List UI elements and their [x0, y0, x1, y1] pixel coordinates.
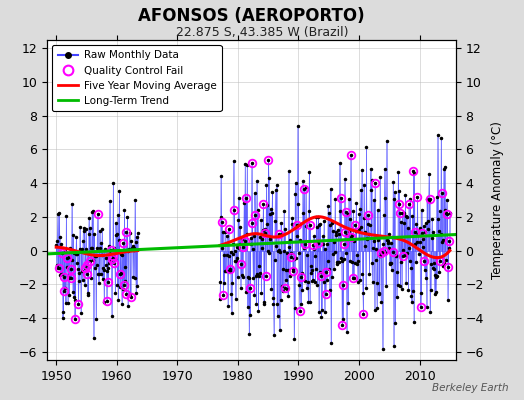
Title: AFONSOS (AEROPORTO): AFONSOS (AEROPORTO) [138, 6, 365, 24]
Text: Berkeley Earth: Berkeley Earth [432, 383, 508, 393]
Legend: Raw Monthly Data, Quality Control Fail, Five Year Moving Average, Long-Term Tren: Raw Monthly Data, Quality Control Fail, … [52, 45, 222, 111]
Text: 22.875 S, 43.385 W (Brazil): 22.875 S, 43.385 W (Brazil) [176, 26, 348, 39]
Y-axis label: Temperature Anomaly (°C): Temperature Anomaly (°C) [491, 121, 504, 279]
